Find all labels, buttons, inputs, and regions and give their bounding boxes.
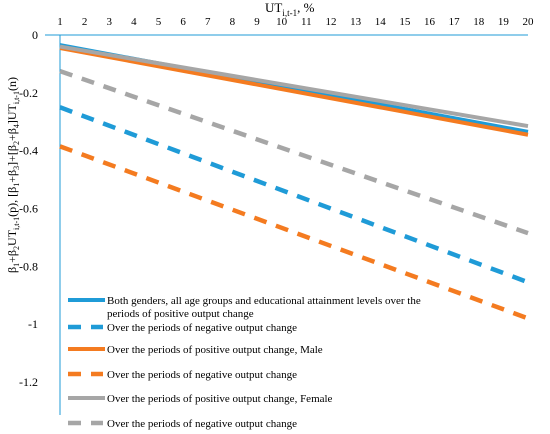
x-tick-label: 12 [325, 16, 336, 28]
legend-label-4: Over the periods of negative output chan… [107, 369, 297, 381]
x-tick-label: 10 [276, 16, 288, 28]
x-tick-label: 3 [107, 16, 113, 28]
x-axis-title: UTi,t-1, % [265, 0, 315, 18]
x-tick-label: 20 [523, 16, 535, 28]
series-lines [59, 43, 529, 321]
legend-label-5: Over the periods of positive output chan… [107, 393, 333, 405]
series-line-2 [59, 105, 529, 285]
legend-label-2: Over the periods of negative output chan… [107, 322, 297, 334]
x-tick-label: 5 [156, 16, 162, 28]
x-tick-label: 7 [205, 16, 211, 28]
axes [45, 34, 528, 415]
x-tick-labels: 1 2 3 4 5 6 7 8 9 10 11 12 13 14 15 16 17 18 19 20 [57, 16, 534, 28]
x-tick-label: 13 [350, 16, 362, 28]
y-tick-label: -1 [28, 317, 38, 331]
series-line-3 [59, 46, 529, 137]
legend-label-1: Both genders, all age groups and educati… [107, 295, 421, 320]
x-tick-label: 14 [375, 16, 387, 28]
x-axis-label: UTi,t-1, % [265, 0, 315, 18]
y-axis-label: β1+β2UTi,t-1(p), [β1+β3]+[β2+β4]UTi,t-1(… [5, 77, 21, 273]
series-line-6 [59, 69, 529, 236]
x-tick-label: 1 [57, 16, 63, 28]
y-tick-label: -0.6 [19, 202, 38, 216]
legend-label-3: Over the periods of positive output chan… [107, 344, 323, 356]
x-tick-label: 18 [473, 16, 485, 28]
y-tick-label: -0.4 [19, 144, 38, 158]
y-tick-label: -0.8 [19, 259, 38, 273]
x-tick-label: 4 [131, 16, 137, 28]
x-tick-label: 16 [424, 16, 436, 28]
series-line-5 [59, 44, 529, 129]
x-tick-label: 17 [449, 16, 461, 28]
x-tick-label: 9 [254, 16, 260, 28]
x-tick-label: 11 [301, 16, 312, 28]
x-tick-label: 19 [498, 16, 510, 28]
x-tick-label: 6 [180, 16, 186, 28]
series-line-4 [59, 144, 529, 321]
x-tick-label: 15 [399, 16, 411, 28]
x-tick-label: 2 [82, 16, 88, 28]
y-tick-label: -1.2 [19, 375, 38, 389]
y-tick-label: -0.2 [19, 86, 38, 100]
y-tick-label: 0 [32, 28, 38, 42]
legend: Both genders, all age groups and educati… [68, 295, 421, 430]
y-tick-labels: 0 -0.2 -0.4 -0.6 -0.8 -1 -1.2 [19, 28, 38, 389]
y-axis-title: β1+β2UTi,t-1(p), [β1+β3]+[β2+β4]UTi,t-1(… [5, 77, 21, 273]
legend-label-6: Over the periods of negative output chan… [107, 418, 297, 430]
x-tick-label: 8 [230, 16, 236, 28]
